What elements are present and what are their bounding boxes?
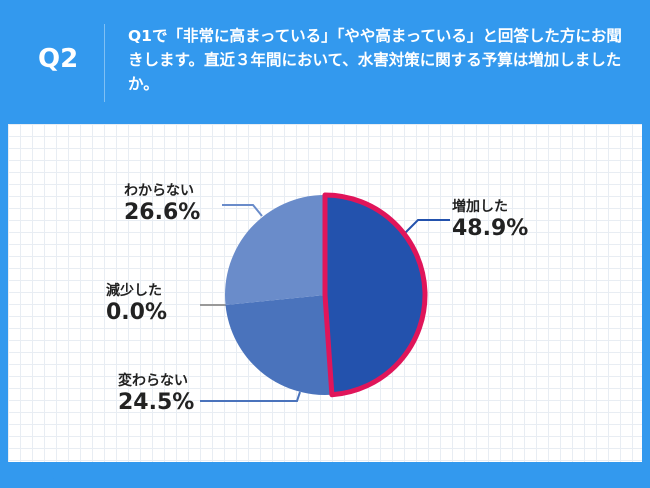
label-decreased: 減少した 0.0% [106,280,167,326]
value-label: 48.9% [452,216,529,241]
footer-bar [0,462,650,488]
pie-slice [225,195,325,306]
question-number: Q2 [38,44,79,74]
category-label: 増加した [452,199,508,215]
category-label: 変わらない [118,373,188,389]
value-label: 24.5% [118,390,195,415]
value-label: 26.6% [124,200,201,225]
leader-line [200,391,301,402]
label-unknown: わからない 26.6% [124,180,200,226]
value-label: 0.0% [106,300,168,325]
leader-line [222,204,263,217]
pie-slice [325,195,426,395]
label-increased: 増加した 48.9% [452,196,528,242]
category-label: わからない [124,183,194,199]
label-unchanged: 変わらない 24.5% [118,370,194,416]
highlight-border [322,192,428,398]
question-text: Q1で「非常に高まっている」「やや高まっている」と回答した方にお聞きします。直近… [128,27,622,93]
category-label: 減少した [106,283,162,299]
logo-tab [0,465,54,488]
header-divider [104,24,105,102]
pie-slice [225,295,332,396]
leader-line [404,219,450,234]
